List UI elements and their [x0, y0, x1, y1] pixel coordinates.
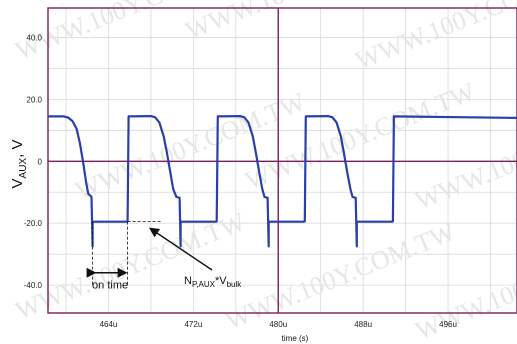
- y-tick-label: 40.0: [26, 33, 42, 42]
- annotation-layer: [86, 221, 213, 285]
- np-label-sub: P,AUX: [192, 280, 216, 289]
- axes: [47, 7, 517, 314]
- x-tick-label: 464u: [100, 320, 118, 329]
- np-label-main: N: [184, 275, 192, 287]
- x-tick-label: 472u: [184, 320, 202, 329]
- np-pointer-arrow: [148, 227, 213, 271]
- y-tick-label: 0: [38, 157, 43, 166]
- y-tick-labels: 40.0 20.0 0 -20.0 -40.0: [24, 33, 43, 290]
- np-aux-vbulk-label: NP,AUX*Vbulk: [184, 275, 242, 289]
- y-tick-label: -40.0: [24, 281, 43, 290]
- watermark-layer: WWW.100Y.COM.TW WWW.100Y.COM.TWWWW.100Y.C…: [11, 0, 517, 344]
- y-tick-label: 20.0: [26, 95, 42, 104]
- watermark-text: WWW.100Y.COM.TW: [11, 207, 249, 326]
- y-tick-label: -20.0: [24, 219, 43, 228]
- on-time-label: on time: [92, 280, 128, 292]
- watermark-text: WWW.100Y.COM.TW: [71, 87, 309, 206]
- x-axis-label: time (s): [282, 334, 309, 343]
- x-tick-labels: 464u 472u 480u 488u 496u: [100, 320, 457, 329]
- plot-frame: [47, 7, 517, 314]
- x-tick-label: 496u: [439, 320, 457, 329]
- x-tick-label: 480u: [269, 320, 287, 329]
- y-axis-label: VAUX, V: [9, 140, 29, 189]
- x-tick-label: 488u: [354, 320, 372, 329]
- np-label-sub2: bulk: [227, 280, 243, 289]
- y-axis-label-main: V: [9, 178, 26, 188]
- y-axis-label-sub: AUX: [18, 158, 29, 179]
- y-axis-label-unit: , V: [9, 140, 26, 158]
- np-label-mid: *V: [215, 275, 227, 287]
